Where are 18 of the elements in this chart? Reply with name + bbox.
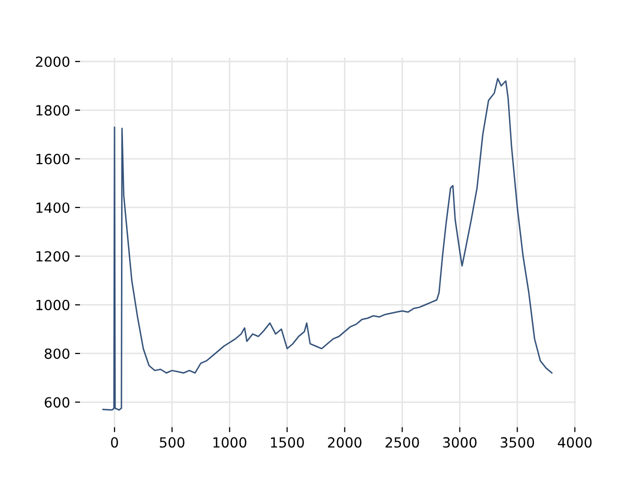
y-tick-label: 1400 (36, 202, 70, 213)
x-tick-label: 1000 (213, 437, 246, 448)
line-series (102, 78, 553, 411)
y-tick-label: 1800 (36, 105, 70, 116)
x-tick-label: 1500 (271, 437, 304, 448)
y-tick-label: 600 (44, 397, 70, 408)
x-tick-label: 2000 (328, 437, 362, 448)
x-tick-label: 500 (160, 437, 184, 448)
y-tick-label: 1200 (36, 251, 70, 262)
y-tick-label: 1600 (36, 154, 70, 164)
x-tick-label: 0 (111, 437, 118, 448)
y-tick-label: 2000 (36, 56, 70, 67)
x-tick-label: 2500 (386, 437, 419, 448)
y-tick-label: 1000 (36, 300, 70, 310)
x-tick-label: 3000 (443, 437, 477, 448)
x-tick-label: 3500 (500, 437, 534, 448)
y-tick-label: 800 (44, 348, 70, 359)
x-tick-label: 4000 (558, 437, 592, 448)
